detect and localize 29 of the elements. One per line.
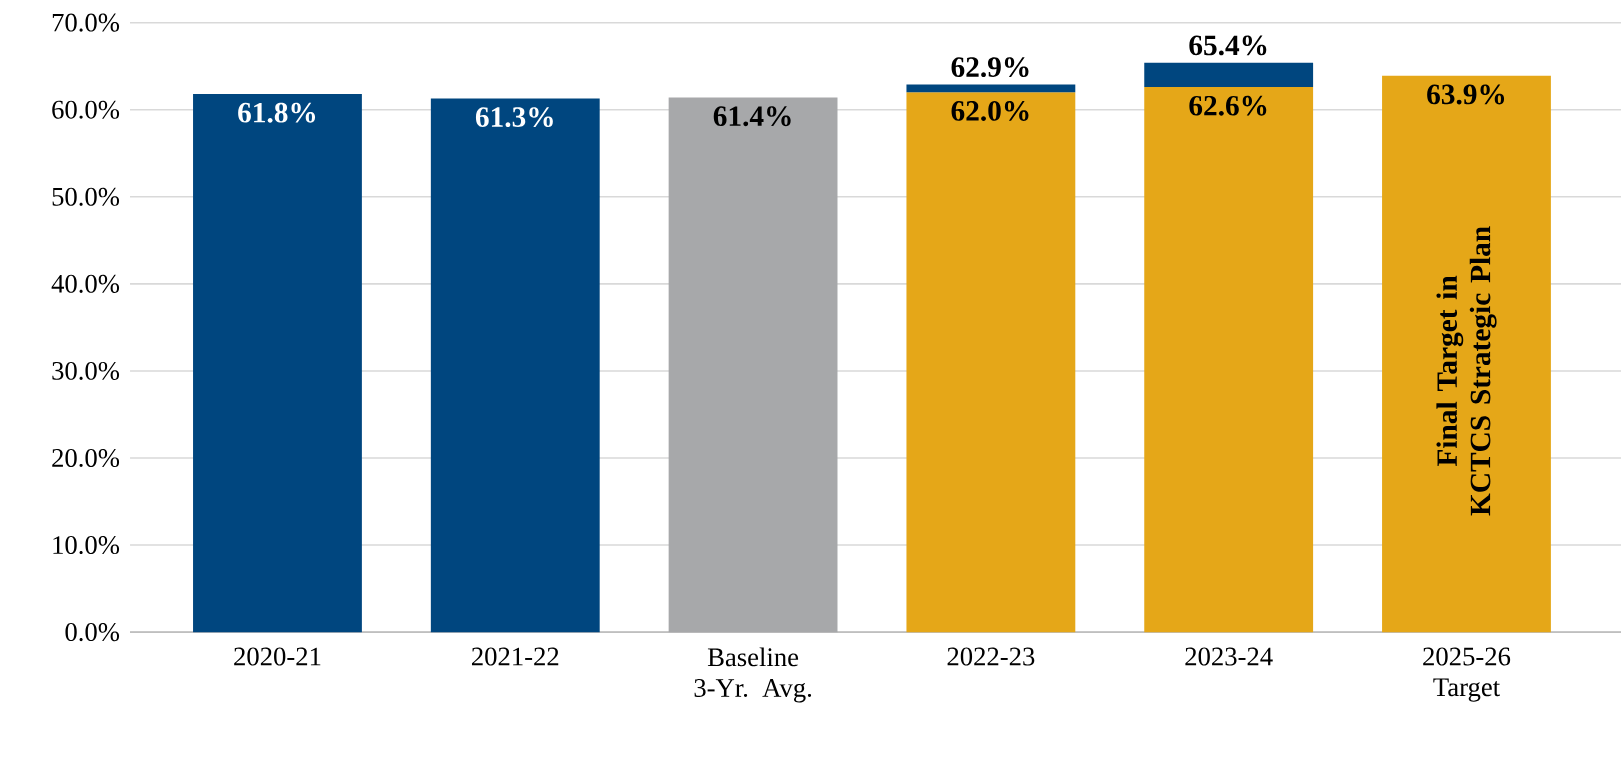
data-label: 61.8%	[238, 102, 316, 123]
data-label: 63.9%	[1427, 84, 1505, 105]
bar	[906, 84, 1076, 93]
y-tick-label: 70.0%	[52, 13, 120, 32]
total-label: 65.4%	[1189, 35, 1267, 56]
bar	[1382, 75, 1551, 633]
bar	[1144, 87, 1314, 633]
y-tick-label: 50.0%	[52, 187, 120, 206]
total-label: 62.9%	[951, 57, 1029, 78]
data-label: 62.0%	[951, 100, 1029, 121]
bar	[906, 92, 1076, 633]
x-tick-label: 2020-21	[234, 647, 321, 666]
y-tick-label: 20.0%	[52, 448, 120, 467]
y-tick-label: 10.0%	[53, 535, 120, 555]
x-tick-label: 2025-26 Target	[1423, 647, 1511, 702]
x-tick-label: 2022-23	[947, 647, 1035, 666]
bar	[1144, 62, 1314, 88]
bar	[668, 97, 838, 633]
data-label: 62.6%	[1189, 95, 1267, 116]
y-tick-label: 40.0%	[51, 274, 120, 293]
data-label: 61.3%	[475, 107, 553, 127]
x-tick-label: 2021-22	[471, 647, 559, 666]
annotation: Final Target in KCTCS Strategic Plan	[1436, 226, 1497, 516]
x-tick-label: Baseline 3-Yr. Avg.	[694, 647, 812, 703]
y-tick-label: 60.0%	[52, 100, 120, 119]
y-tick-label: 0.0%	[65, 623, 120, 642]
x-tick-label: 2023-24	[1185, 647, 1273, 666]
y-tick-label: 30.0%	[52, 361, 120, 380]
data-label: 61.4%	[713, 106, 791, 127]
